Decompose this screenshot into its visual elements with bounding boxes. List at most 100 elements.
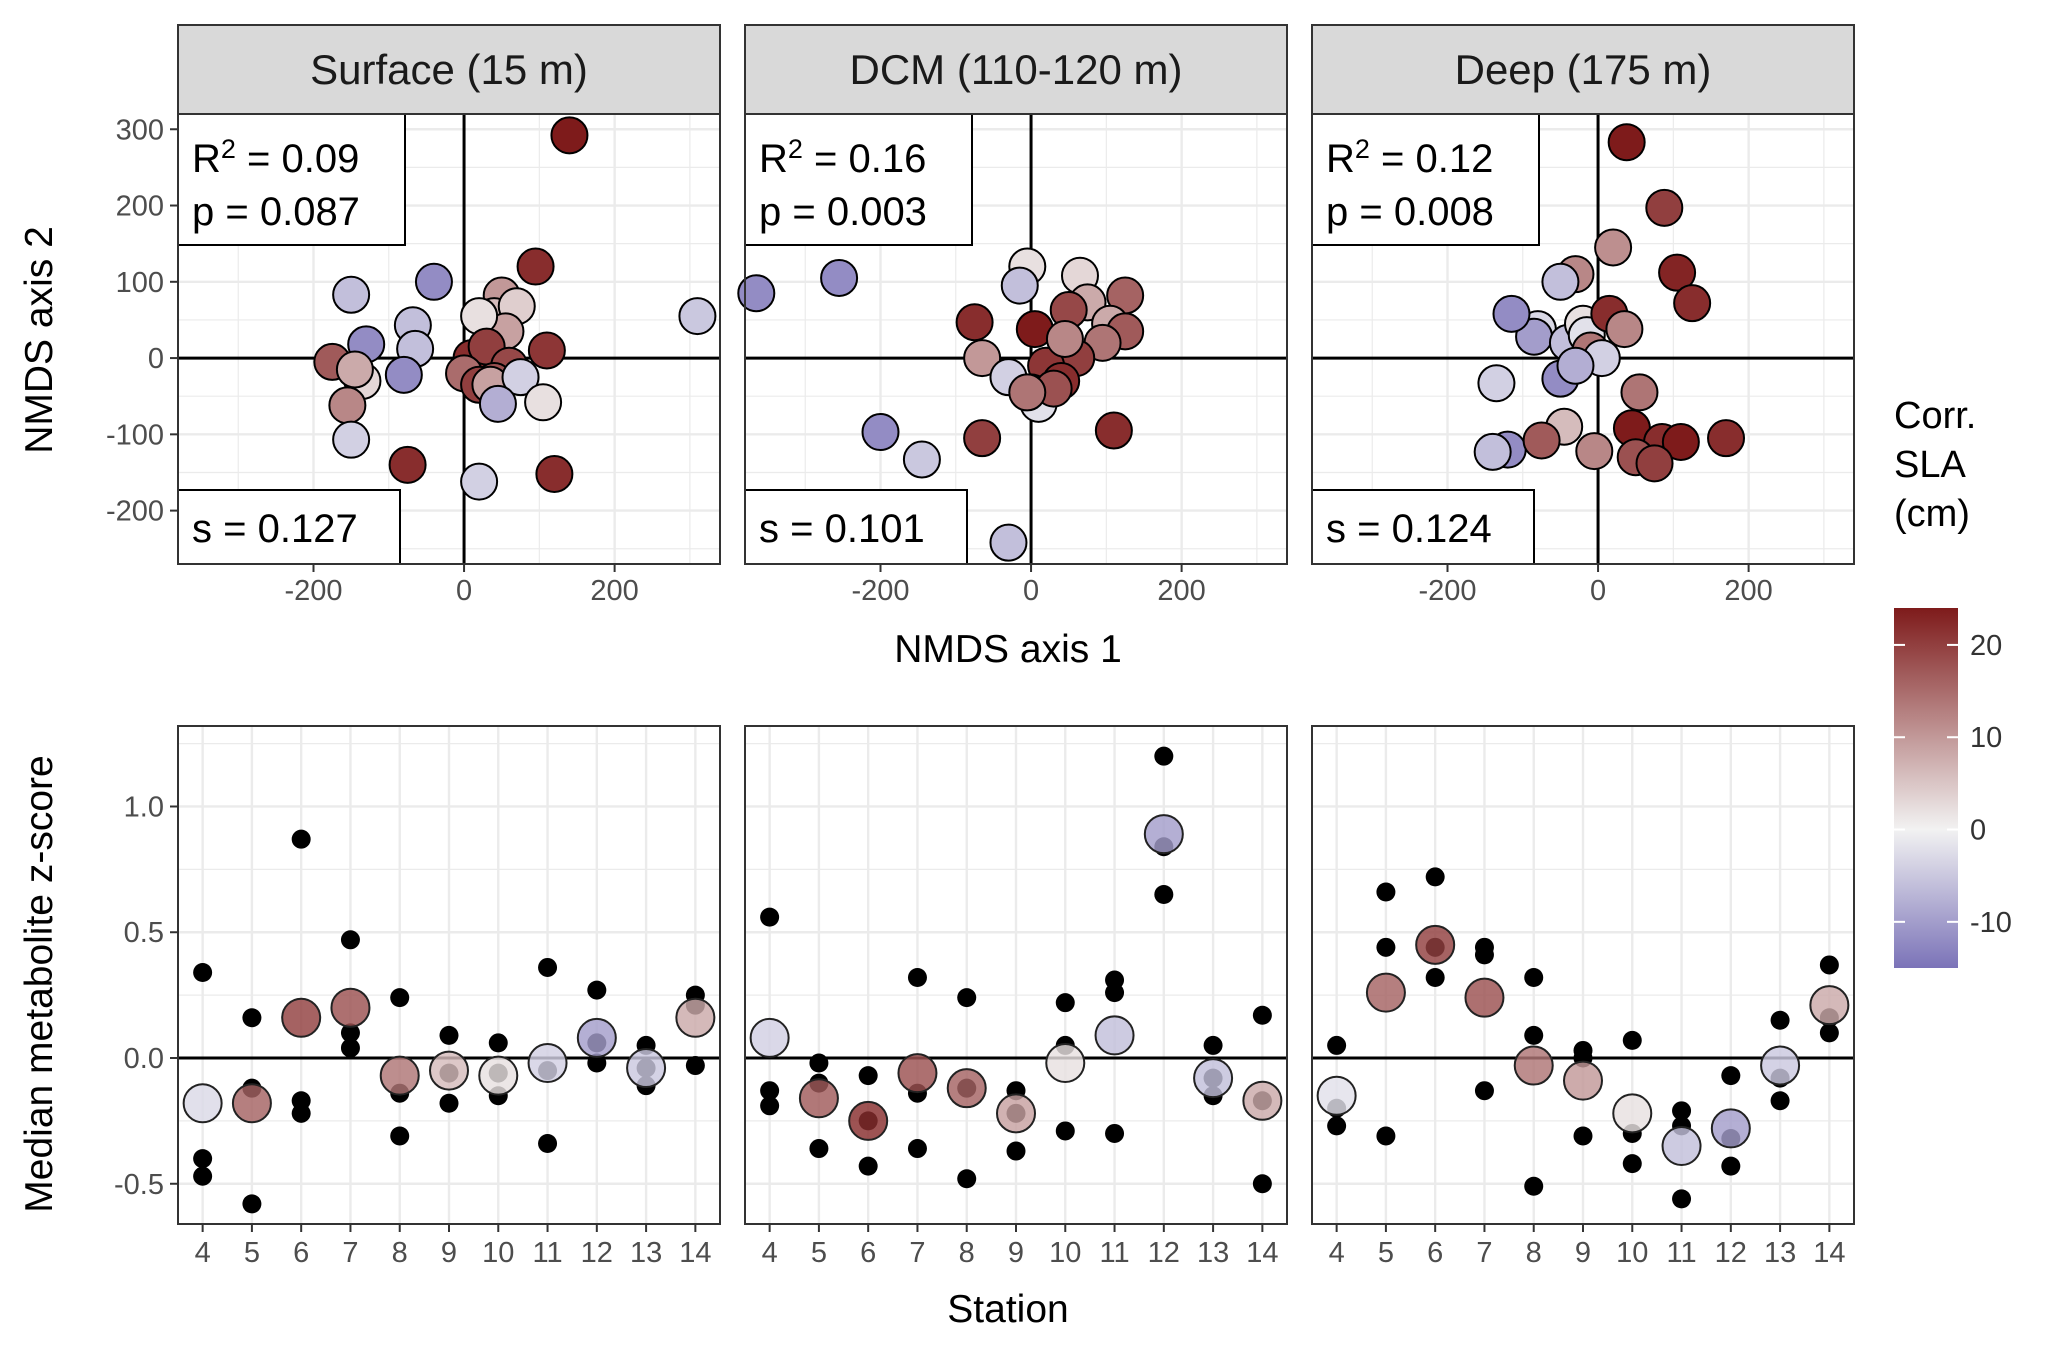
sample-point — [1661, 422, 1700, 461]
replicate-point — [1055, 1121, 1075, 1141]
facet-strip-label: DCM (110-120 m) — [850, 46, 1183, 93]
median-point — [996, 1093, 1036, 1134]
y-tick-label: 0.0 — [124, 1043, 164, 1075]
replicate-point — [1622, 1030, 1642, 1050]
station-x-axis-title: Station — [947, 1288, 1068, 1331]
median-point — [182, 1083, 223, 1124]
x-tick-label: 9 — [441, 1237, 457, 1269]
x-tick-label: 4 — [762, 1237, 778, 1269]
x-axis-ticks: -200 0 200 — [1418, 564, 1773, 607]
sample-point — [1607, 123, 1646, 162]
replicate-point — [390, 988, 410, 1008]
stress-box-frame — [1311, 489, 1535, 565]
stress-label: s = 0.124 — [1326, 507, 1492, 551]
panel-border — [177, 113, 721, 565]
replicate-point — [1376, 937, 1396, 957]
x-tick-label: 9 — [1575, 1237, 1591, 1269]
y-tick-label: -100 — [106, 419, 164, 451]
replicate-point — [1721, 1156, 1741, 1176]
sample-point — [550, 116, 589, 155]
replicate-point — [1203, 1035, 1223, 1055]
legend-colorbar — [1894, 608, 1958, 968]
median-point — [848, 1100, 889, 1141]
replicate-point — [1425, 968, 1445, 988]
median-point — [897, 1053, 938, 1094]
x-tick-label: 13 — [1197, 1237, 1229, 1269]
replicate-point — [1376, 1126, 1396, 1146]
stats-box-frame — [744, 113, 973, 246]
y-tick-label: -200 — [106, 496, 164, 528]
sample-point — [1492, 294, 1531, 333]
replicate-point — [1154, 885, 1174, 905]
replicate-point — [291, 829, 311, 849]
station-panel-1: 4 5 6 7 8 9 10 11 12 13 14 -0.5 0.0 0.5 1.0 — [114, 725, 721, 1269]
facet-strip-label: Deep (175 m) — [1455, 46, 1712, 93]
replicate-point — [685, 1056, 705, 1076]
x-tick-label: 8 — [1526, 1237, 1542, 1269]
x-tick-label: 4 — [195, 1237, 211, 1269]
sample-point — [963, 419, 1002, 458]
sample-point — [820, 258, 859, 297]
replicate-point — [488, 1033, 508, 1053]
stats-box-frame — [1311, 113, 1540, 246]
replicate-point — [858, 1066, 878, 1086]
replicate-point — [1425, 867, 1445, 887]
median-point — [527, 1043, 568, 1084]
x-tick-label: 6 — [1427, 1237, 1443, 1269]
median-point — [1710, 1108, 1751, 1149]
replicate-point — [439, 1025, 459, 1045]
median-points — [749, 814, 1283, 1141]
sample-point — [902, 440, 941, 479]
replicate-point — [1524, 1025, 1544, 1045]
replicate-point — [193, 962, 213, 982]
median-point — [1415, 924, 1456, 965]
y-tick-label: 0 — [148, 343, 164, 375]
replicate-point — [957, 1169, 977, 1189]
median-point — [1193, 1058, 1234, 1099]
y-tick-label: 300 — [116, 114, 164, 146]
panels: Surface (15 m) R2 = 0.09 p = 0.087 s = 0.12… — [106, 24, 1855, 1269]
sample-point — [737, 274, 776, 313]
replicate-point — [1672, 1189, 1692, 1209]
replicate-point — [1006, 1141, 1026, 1161]
replicate-point — [809, 1139, 829, 1159]
replicate-point — [1573, 1126, 1593, 1146]
stress-label: s = 0.127 — [192, 507, 358, 551]
x-tick-label: 12 — [581, 1237, 613, 1269]
sample-point — [1473, 432, 1512, 471]
stress-label: s = 0.101 — [759, 507, 925, 551]
sample-point — [1658, 253, 1697, 292]
y-tick-label: 0.5 — [124, 917, 164, 949]
replicate-point — [1105, 983, 1125, 1003]
sample-point — [516, 247, 555, 286]
x-tick-label: 6 — [293, 1237, 309, 1269]
median-point — [429, 1050, 469, 1091]
replicate-point — [242, 1194, 262, 1214]
replicate-point — [1819, 955, 1839, 975]
y-axis-ticks: -0.5 0.0 0.5 1.0 — [114, 791, 178, 1201]
median-point — [798, 1078, 839, 1119]
legend-title-line-1: Corr. — [1894, 395, 1976, 437]
median-point — [1143, 814, 1184, 855]
median-point — [1045, 1043, 1086, 1084]
station-panel-3: 4 5 6 7 8 9 10 11 12 13 14 — [1311, 725, 1855, 1269]
sample-point — [332, 275, 371, 314]
sample-point — [535, 455, 574, 493]
sample-point — [527, 331, 566, 370]
replicate-point — [760, 1096, 780, 1116]
x-axis-ticks: 4 5 6 7 8 9 10 11 12 13 14 — [762, 1224, 1278, 1269]
sample-point — [332, 420, 371, 459]
replicate-point — [1252, 1174, 1272, 1194]
replicate-point — [907, 1139, 927, 1159]
sample-point — [1575, 432, 1614, 471]
facet-strip — [744, 24, 1288, 115]
sample-point — [1605, 310, 1644, 349]
sample-point — [1045, 320, 1084, 358]
x-tick-label: 4 — [1329, 1237, 1345, 1269]
replicate-point — [858, 1156, 878, 1176]
r-squared-label: R2 = 0.16 — [759, 134, 926, 181]
x-tick-label: 11 — [532, 1237, 562, 1269]
median-point — [1661, 1126, 1702, 1167]
median-point — [478, 1055, 519, 1096]
sample-point — [955, 303, 994, 342]
